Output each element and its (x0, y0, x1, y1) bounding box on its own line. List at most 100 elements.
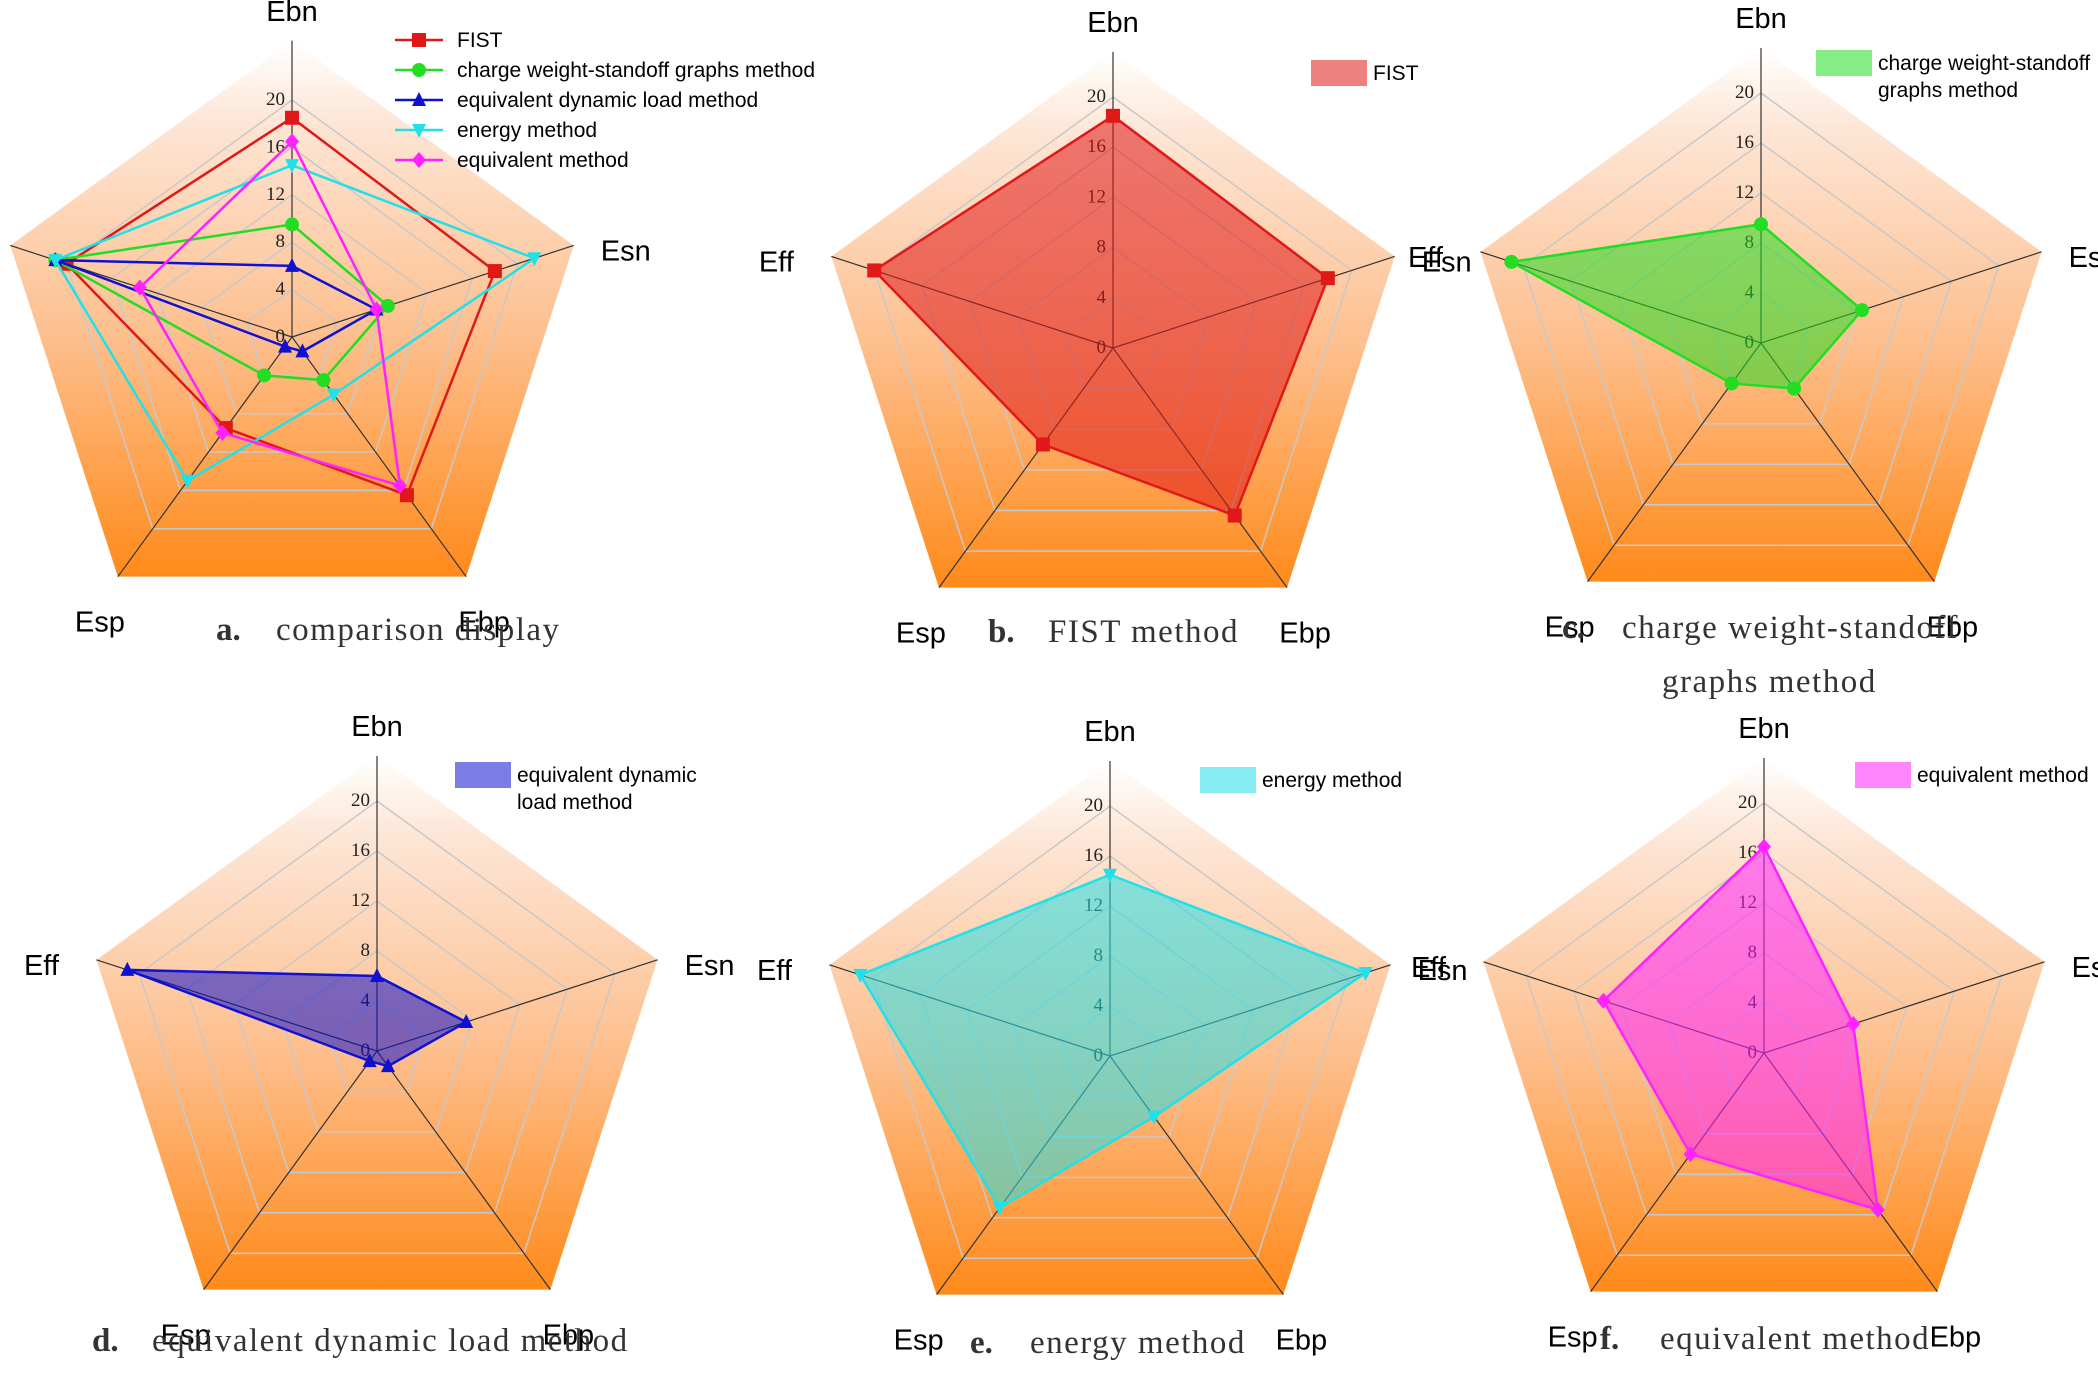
radar-panel-d: 048121620EbnEsnEbpEspEffequivalent dynam… (24, 711, 735, 1359)
axis-spoke (291, 244, 574, 338)
data-point-esp (992, 1201, 1007, 1216)
data-point-esn (1846, 1016, 1861, 1033)
data-point-ebp (399, 488, 414, 503)
data-point-ebn (285, 159, 299, 174)
tick-label: 20 (1735, 82, 1754, 103)
series-line (51, 223, 390, 382)
grid-ring (138, 800, 616, 1255)
series-line (1507, 222, 1864, 390)
axis-label-esp: Esp (1548, 1322, 1598, 1354)
panel-caption: b. FIST method (988, 614, 1239, 650)
legend-swatch (455, 762, 511, 788)
axis-label-esp: Esp (894, 1325, 944, 1357)
panel-caption: c. charge weight-standoff graphs method (1562, 610, 1957, 700)
data-point-esn (380, 298, 395, 313)
caption-letter: c. (1562, 610, 1585, 646)
axis-label-eff: Eff (759, 246, 795, 278)
tick-label: 16 (1084, 845, 1103, 866)
panel-caption: d. equivalent dynamic load method (92, 1323, 629, 1359)
caption-text: FIST method (1048, 614, 1239, 650)
axis-label-esp: Esp (161, 1320, 211, 1352)
tick-label: 16 (1735, 132, 1754, 153)
panel-caption: f. equivalent method (1600, 1321, 1929, 1357)
legend-entry: charge weight-standoff graphs method (457, 59, 815, 82)
legend: FIST (1311, 60, 1419, 86)
data-point-eff (1596, 992, 1611, 1009)
data-point-eff (1504, 254, 1519, 269)
axis-label-esn: Esn (2069, 242, 2098, 274)
axis-label-ebn: Ebn (1084, 716, 1136, 748)
radar-panel-a: 0 4 8 12 16 20 Ebn Esn Ebp Esp Eff FIST charge weigh… (10, 0, 815, 648)
data-point-ebn (1757, 838, 1771, 855)
tick-label: 12 (351, 890, 370, 911)
panel-caption: a. comparison display (216, 612, 559, 648)
axis-spoke (203, 1050, 378, 1291)
axis-label-ebn: Ebn (1087, 7, 1139, 39)
axis-label-ebn: Ebn (1738, 713, 1790, 745)
axis-label-esn: Esn (601, 235, 651, 267)
data-point-ebn (1754, 217, 1768, 232)
tick-label: 20 (1084, 795, 1103, 816)
tick-label: 20 (1738, 792, 1757, 813)
caption-letter: b. (988, 614, 1015, 650)
data-point-eff (867, 263, 882, 278)
legend-swatch (1855, 762, 1911, 788)
legend-marker (412, 63, 426, 77)
series-line (53, 163, 537, 483)
legend-swatch (1200, 767, 1256, 793)
data-point-esn (459, 1014, 474, 1029)
grid-ring (246, 288, 338, 377)
data-point-esn (1358, 966, 1373, 981)
data-point-ebn (1106, 108, 1120, 123)
legend-entry: equivalent dynamic (517, 764, 697, 787)
tick-label: 12 (1735, 182, 1754, 203)
data-point-ebn (285, 217, 299, 232)
axis-label-esn: Esn (1422, 246, 1472, 278)
axis-label-ebp: Ebp (1276, 1325, 1328, 1357)
tick-label: 4 (276, 279, 286, 300)
panel-caption: e. energy method (970, 1325, 1246, 1361)
data-point-eff (48, 254, 63, 269)
tick-label: 0 (276, 326, 286, 347)
data-point-ebp (1870, 1201, 1885, 1218)
data-point-ebn (370, 968, 384, 982)
data-point-ebn (1103, 868, 1117, 883)
caption-text: energy method (1030, 1325, 1246, 1361)
axis-label-ebp: Ebp (1927, 612, 1979, 644)
series-line (1601, 844, 1880, 1212)
axis-label-esp: Esp (896, 618, 946, 650)
radar-panel-b: 048121620EbnEsnEbpEspEffFISTb.FIST metho… (759, 7, 1472, 650)
grid-ring (1522, 92, 2000, 547)
data-point-ebp (326, 388, 341, 403)
axis-label-eff: Eff (757, 955, 793, 987)
axis-label-esp: Esp (75, 607, 125, 639)
caption-letter: f. (1600, 1321, 1619, 1357)
data-point-ebp (1147, 1110, 1162, 1125)
data-point-ebp (316, 373, 331, 388)
data-point-ebn (285, 133, 299, 150)
legend-entry: equivalent method (1917, 764, 2089, 787)
legend: equivalent method (1855, 762, 2089, 788)
data-point-esp (1683, 1146, 1698, 1163)
tick-label: 20 (1087, 86, 1106, 107)
axis-label-eff: Eff (1408, 242, 1444, 274)
axis-label-ebp: Ebp (458, 607, 510, 639)
tick-label: 8 (276, 231, 286, 252)
data-point-eff (132, 279, 147, 296)
legend-entry: load method (517, 791, 633, 814)
data-point-ebn (285, 110, 299, 125)
axis-label-ebp: Ebp (1279, 618, 1331, 650)
axis-label-eff: Eff (24, 950, 60, 982)
caption-text: equivalent dynamic load method (152, 1323, 629, 1359)
axis-label-esn: Esn (685, 950, 735, 982)
axis-label-esp: Esp (1545, 612, 1595, 644)
data-point-esp (215, 424, 230, 441)
axis-spoke (376, 1050, 551, 1291)
data-point-ebn (285, 257, 299, 272)
data-point-ebp (392, 477, 407, 494)
data-point-esp (278, 338, 293, 353)
caption-letter: d. (92, 1323, 119, 1359)
data-point-ebp (1787, 381, 1802, 396)
axis-label-eff: Eff (1411, 952, 1447, 984)
